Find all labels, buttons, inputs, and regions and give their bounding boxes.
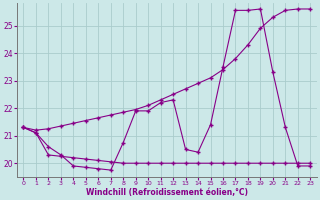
X-axis label: Windchill (Refroidissement éolien,°C): Windchill (Refroidissement éolien,°C) (86, 188, 248, 197)
